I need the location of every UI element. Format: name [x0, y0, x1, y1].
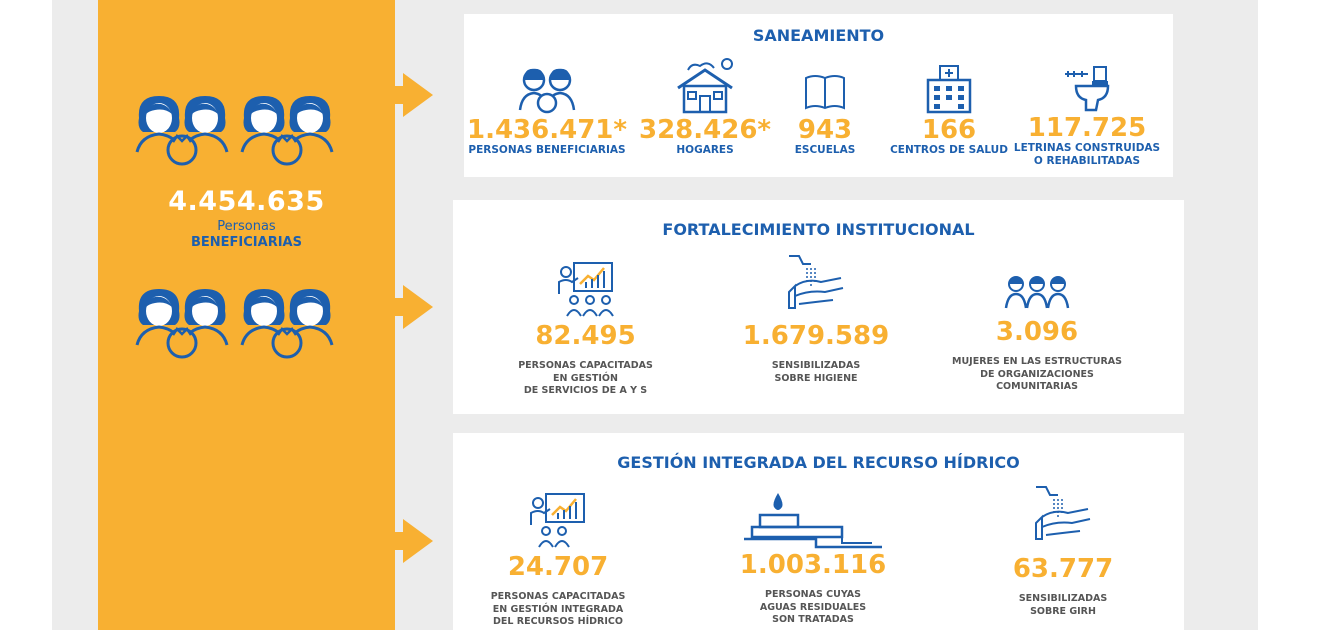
stat-value: 63.777 — [1012, 554, 1114, 584]
stat-value: 943 — [797, 115, 853, 145]
women-group-icon — [1004, 276, 1070, 309]
stat-label: CENTROS DE SALUD — [890, 144, 1008, 156]
house-icon — [677, 58, 733, 114]
stat-letrinas: 117.725 LETRINAS CONSTRUIDAS O REHABILIT… — [1012, 64, 1162, 168]
stat-mujeres: 3.096 MUJERES EN LAS ESTRUCTURAS DE ORGA… — [943, 274, 1131, 394]
arrow-icon — [403, 519, 433, 563]
stat-label: SOBRE GIRH — [1030, 605, 1096, 617]
stat-label: AGUAS RESIDUALES — [759, 601, 867, 613]
arrow-stem — [395, 86, 404, 104]
panel-saneamiento: SANEAMIENTO 1.436.471* PERSONAS BENEFICI… — [464, 14, 1173, 177]
stat-label: DEL RECURSOS HÍDRICO — [493, 616, 623, 627]
stat-aguas-residuales: 1.003.116 PERSONAS CUYAS AGUAS RESIDUALE… — [733, 489, 893, 627]
family-icon — [135, 287, 229, 359]
stat-label: LETRINAS CONSTRUIDAS — [1013, 142, 1161, 154]
stat-label: O REHABILITADAS — [1033, 155, 1141, 167]
panel-gestion: GESTIÓN INTEGRADA DEL RECURSO HÍDRICO 24… — [453, 433, 1184, 630]
stat-value: 117.725 — [1027, 113, 1147, 143]
stat-label: PERSONAS CUYAS — [765, 589, 861, 600]
stat-label: SOBRE HIGIENE — [774, 372, 858, 384]
stat-label: DE SERVICIOS DE A Y S — [523, 385, 648, 396]
training-icon — [530, 493, 585, 548]
hospital-icon — [926, 65, 972, 114]
panel-fortalecimiento: FORTALECIMIENTO INSTITUCIONAL 82.495 PER… — [453, 200, 1184, 414]
handwashing-icon — [788, 255, 844, 309]
training-icon — [557, 262, 614, 317]
family-icon — [240, 287, 334, 359]
stat-capacitadas-girh: 24.707 PERSONAS CAPACITADAS EN GESTIÓN I… — [463, 491, 653, 629]
stat-label: PERSONAS CAPACITADAS — [490, 591, 626, 602]
toilet-icon — [1065, 66, 1110, 112]
arrow-icon — [403, 73, 433, 117]
stat-capacitadas: 82.495 PERSONAS CAPACITADAS EN GESTIÓN D… — [493, 260, 678, 398]
stat-label: COMUNITARIAS — [996, 381, 1078, 392]
stat-value: 166 — [921, 115, 977, 145]
stat-value: 1.003.116 — [739, 550, 887, 580]
family-icon — [135, 94, 229, 166]
total-label-bold: BENEFICIARIAS — [191, 235, 302, 250]
stat-sensibilizadas-higiene: 1.679.589 SENSIBILIZADAS SOBRE HIGIENE — [716, 252, 916, 385]
stat-label: HOGARES — [676, 144, 734, 156]
water-treatment-icon — [744, 493, 882, 549]
stat-label: PERSONAS CAPACITADAS — [518, 360, 653, 371]
panel-title: FORTALECIMIENTO INSTITUCIONAL — [662, 220, 975, 239]
stat-centros: 166 CENTROS DE SALUD — [882, 64, 1016, 157]
arrow-stem — [395, 532, 404, 550]
family-icon — [240, 94, 334, 166]
stat-label: SON TRATADAS — [772, 614, 854, 625]
stat-personas: 1.436.471* PERSONAS BENEFICIARIAS — [464, 66, 630, 157]
stat-sensibilizadas-girh: 63.777 SENSIBILIZADAS SOBRE GIRH — [983, 483, 1143, 618]
stat-label: EN GESTIÓN INTEGRADA — [492, 603, 624, 615]
stat-value: 82.495 — [535, 321, 636, 351]
handwashing-icon — [1035, 486, 1091, 540]
stat-value: 1.436.471* — [467, 115, 627, 145]
total-beneficiaries: 4.454.635 — [168, 186, 325, 217]
stat-value: 24.707 — [507, 552, 609, 582]
stat-label: PERSONAS BENEFICIARIAS — [468, 144, 626, 156]
stat-label: DE ORGANIZACIONES — [980, 368, 1094, 380]
stat-value: 3.096 — [995, 317, 1079, 347]
family-icon — [518, 68, 576, 114]
stat-value: 328.426* — [638, 115, 772, 145]
arrow-stem — [395, 298, 404, 316]
panel-title: GESTIÓN INTEGRADA DEL RECURSO HÍDRICO — [617, 453, 1020, 472]
stat-hogares: 328.426* HOGARES — [634, 56, 776, 157]
stat-label: SENSIBILIZADAS — [1018, 593, 1108, 604]
panel-title: SANEAMIENTO — [752, 26, 885, 45]
stat-label: ESCUELAS — [794, 144, 856, 156]
stat-label: SENSIBILIZADAS — [771, 360, 861, 371]
arrow-icon — [403, 285, 433, 329]
stat-label: MUJERES EN LAS ESTRUCTURAS — [952, 356, 1122, 367]
stat-escuelas: 943 ESCUELAS — [774, 70, 876, 157]
stat-value: 1.679.589 — [742, 321, 890, 351]
stat-label: EN GESTIÓN — [553, 372, 618, 384]
book-icon — [805, 75, 845, 110]
total-label: Personas — [217, 219, 276, 234]
